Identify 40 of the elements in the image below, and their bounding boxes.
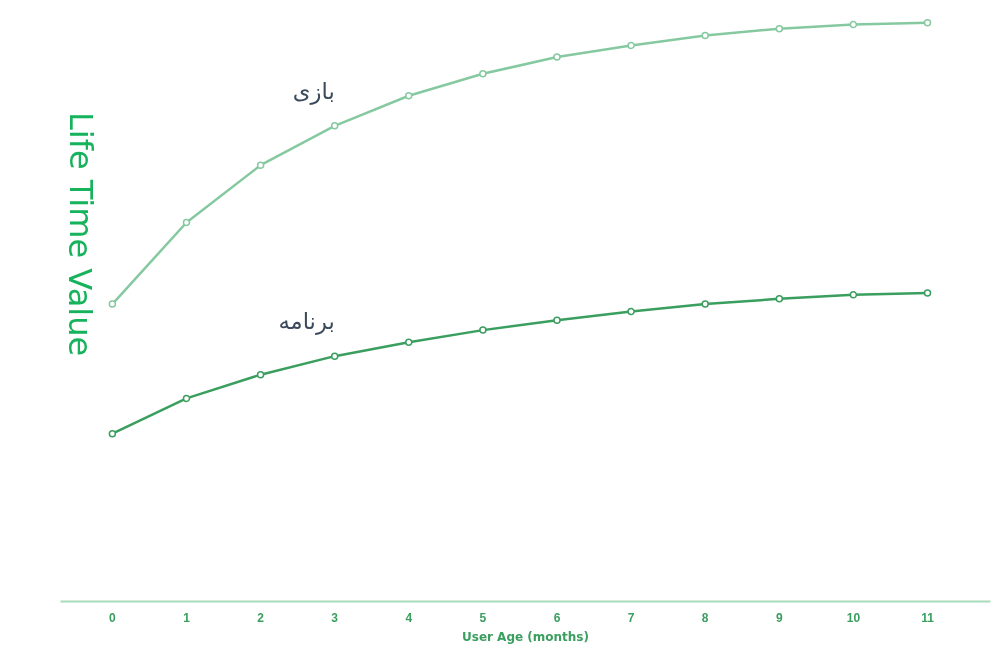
x-tick-label: 7 xyxy=(627,610,635,625)
series-label: برنامه xyxy=(278,308,335,336)
point xyxy=(701,300,709,308)
point xyxy=(256,161,265,169)
x-tick-label: 8 xyxy=(701,610,709,625)
point xyxy=(701,31,709,40)
point xyxy=(108,429,117,438)
y-axis-title: Life Time Value xyxy=(61,111,100,357)
point xyxy=(849,20,858,29)
point xyxy=(182,218,191,227)
point xyxy=(182,394,191,403)
point xyxy=(405,338,413,347)
point xyxy=(849,291,858,299)
x-tick-label: 9 xyxy=(775,610,783,625)
point xyxy=(627,307,635,316)
series-label: بازی xyxy=(292,77,335,105)
point xyxy=(553,53,561,61)
point xyxy=(553,316,561,325)
point xyxy=(627,41,635,50)
point xyxy=(108,300,117,308)
point xyxy=(330,352,339,360)
x-tick-label: 5 xyxy=(479,610,487,625)
x-tick-label: 2 xyxy=(257,610,265,625)
x-axis-title: User Age (months) xyxy=(462,629,589,644)
x-tick-label: 3 xyxy=(331,610,339,625)
point xyxy=(256,370,265,379)
x-tick-label: 4 xyxy=(405,610,413,625)
point xyxy=(479,326,487,334)
point xyxy=(330,122,339,130)
x-tick-label: 1 xyxy=(183,610,191,625)
x-tick-label: 6 xyxy=(553,610,561,625)
point xyxy=(923,289,932,297)
point xyxy=(923,19,932,27)
x-tick-label: 0 xyxy=(109,610,117,625)
x-tick-label: 10 xyxy=(846,610,861,625)
point xyxy=(775,24,784,33)
point xyxy=(775,295,784,303)
point xyxy=(405,92,413,100)
point xyxy=(479,70,487,78)
x-tick-label: 11 xyxy=(921,610,935,625)
